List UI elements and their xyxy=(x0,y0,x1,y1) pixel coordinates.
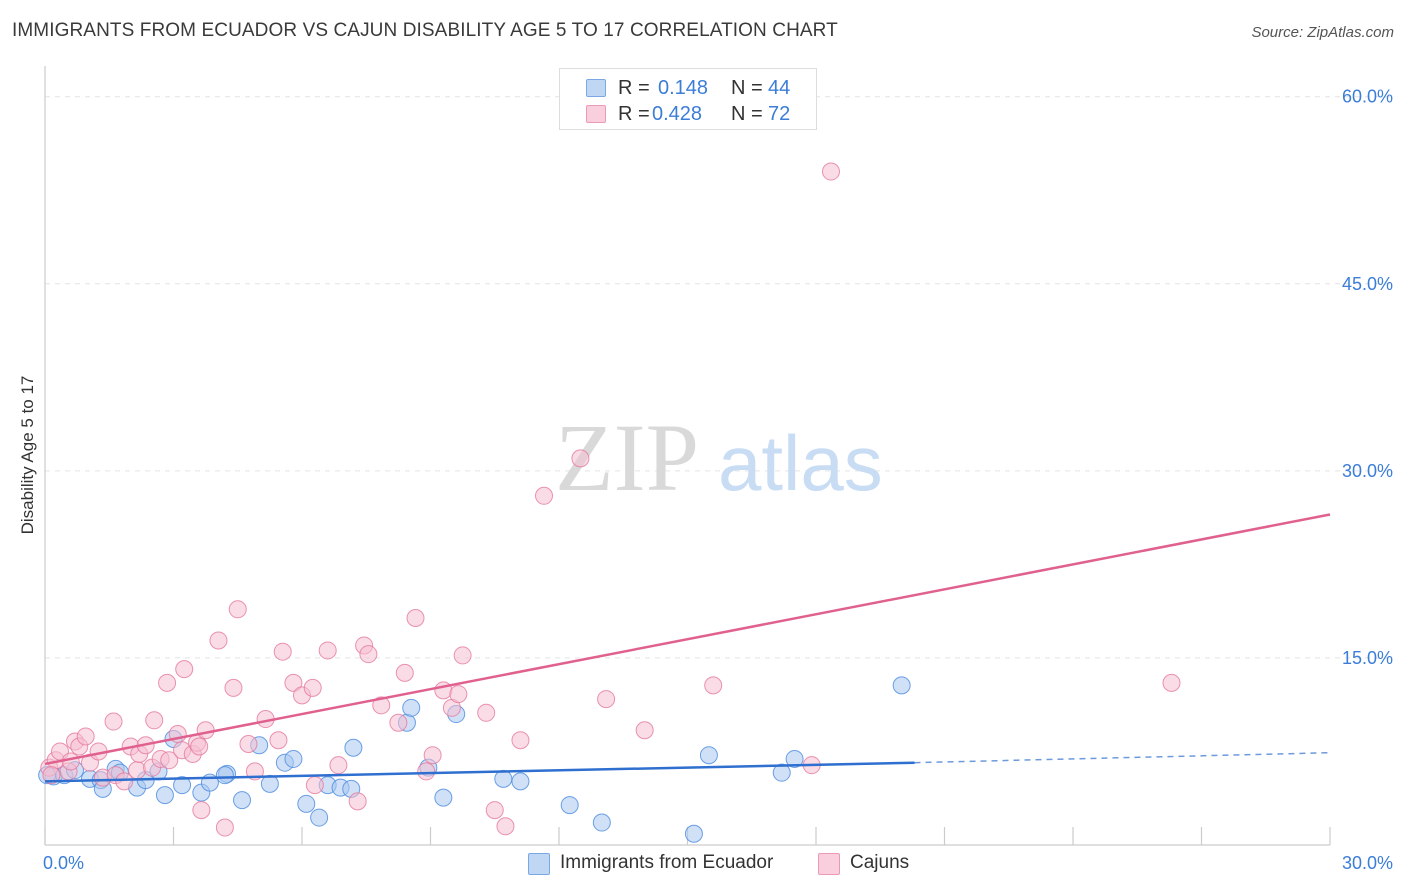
data-point-ecuador xyxy=(511,772,530,791)
tick-labels: 15.0% 30.0% 45.0% 60.0% 0.0% 30.0% xyxy=(43,87,1393,873)
data-point-ecuador xyxy=(494,769,513,788)
data-point-cajuns xyxy=(571,449,590,468)
legend-r-label: R = xyxy=(618,103,650,125)
legend-r-label: R = xyxy=(618,77,650,99)
data-point-cajuns xyxy=(635,721,654,740)
data-point-ecuador xyxy=(560,796,579,815)
y-tick-label: 15.0% xyxy=(1342,648,1393,668)
data-point-ecuador xyxy=(402,698,421,717)
trend-line-ecuador-extrapolated xyxy=(914,751,1331,764)
legend-swatch-cajuns xyxy=(586,105,606,123)
data-point-cajuns xyxy=(175,660,194,679)
data-point-cajuns xyxy=(190,737,209,756)
data-point-cajuns xyxy=(192,801,211,820)
data-point-cajuns xyxy=(406,609,425,628)
data-point-cajuns xyxy=(535,486,554,505)
data-point-ecuador xyxy=(284,749,303,768)
data-point-cajuns xyxy=(359,645,378,664)
data-point-cajuns xyxy=(42,766,61,785)
legend-r-value: 0.148 xyxy=(658,77,709,99)
gridlines xyxy=(45,96,1392,659)
trend-lines xyxy=(44,513,1331,783)
y-tick-label: 45.0% xyxy=(1342,274,1393,294)
data-point-ecuador xyxy=(297,794,316,813)
points-cajuns xyxy=(40,162,1181,837)
data-point-cajuns xyxy=(115,772,134,791)
data-point-cajuns xyxy=(597,690,616,709)
data-point-cajuns xyxy=(269,731,288,750)
bottom-legend-label-ecuador: Immigrants from Ecuador xyxy=(560,852,774,873)
data-point-cajuns xyxy=(453,646,472,665)
data-point-ecuador xyxy=(260,774,279,793)
data-point-cajuns xyxy=(821,162,840,181)
data-point-cajuns xyxy=(329,756,348,775)
data-point-cajuns xyxy=(511,731,530,750)
data-point-ecuador xyxy=(215,766,234,785)
y-tick-label: 60.0% xyxy=(1342,87,1393,107)
data-point-cajuns xyxy=(303,678,322,697)
data-point-cajuns xyxy=(395,663,414,682)
data-point-cajuns xyxy=(389,713,408,732)
data-point-ecuador xyxy=(155,786,174,805)
data-point-cajuns xyxy=(284,673,303,692)
data-point-ecuador xyxy=(684,824,703,843)
bottom-legend-swatch-ecuador xyxy=(528,853,550,875)
legend-n-label: N = xyxy=(731,77,763,99)
chart-source: Source: ZipAtlas.com xyxy=(1251,24,1394,41)
data-point-cajuns xyxy=(305,776,324,795)
data-point-cajuns xyxy=(704,676,723,695)
watermark-atlas: atlas xyxy=(718,419,883,507)
legend-n-label: N = xyxy=(731,103,763,125)
correlation-legend: R = 0.148 N = 44 R = 0.428 N = 72 xyxy=(559,68,817,130)
data-point-ecuador xyxy=(434,788,453,807)
data-point-cajuns xyxy=(423,746,442,765)
data-point-ecuador xyxy=(772,763,791,782)
data-point-cajuns xyxy=(318,641,337,660)
axes xyxy=(44,66,1331,846)
data-point-cajuns xyxy=(76,727,95,746)
data-point-cajuns xyxy=(449,685,468,704)
data-point-cajuns xyxy=(485,801,504,820)
data-point-ecuador xyxy=(310,808,329,827)
bottom-legend-swatch-cajuns xyxy=(818,853,840,875)
data-point-cajuns xyxy=(128,761,147,780)
data-point-cajuns xyxy=(224,678,243,697)
x-tick-label: 30.0% xyxy=(1342,853,1393,873)
data-point-cajuns xyxy=(158,673,177,692)
data-point-ecuador xyxy=(592,813,611,832)
data-point-ecuador xyxy=(785,749,804,768)
data-point-cajuns xyxy=(1162,673,1181,692)
data-point-cajuns xyxy=(160,751,179,770)
data-point-cajuns xyxy=(372,696,391,715)
data-point-cajuns xyxy=(239,734,258,753)
chart-title: IMMIGRANTS FROM ECUADOR VS CAJUN DISABIL… xyxy=(12,20,838,41)
data-point-cajuns xyxy=(215,818,234,837)
data-point-ecuador xyxy=(699,746,718,765)
trend-line-ecuador xyxy=(44,761,915,783)
bottom-legend-label-cajuns: Cajuns xyxy=(850,852,910,873)
data-point-cajuns xyxy=(209,631,228,650)
data-point-cajuns xyxy=(228,600,247,619)
y-tick-label: 30.0% xyxy=(1342,461,1393,481)
data-point-ecuador xyxy=(892,676,911,695)
data-point-cajuns xyxy=(196,721,215,740)
data-point-cajuns xyxy=(417,762,436,781)
data-point-cajuns xyxy=(477,703,496,722)
trend-line-cajuns xyxy=(44,513,1331,766)
x-tick-label: 0.0% xyxy=(43,853,84,873)
data-point-cajuns xyxy=(496,817,515,836)
data-point-cajuns xyxy=(273,642,292,661)
data-point-cajuns xyxy=(348,792,367,811)
legend-swatch-ecuador xyxy=(586,79,606,97)
data-point-cajuns xyxy=(61,752,80,771)
data-point-cajuns xyxy=(145,711,164,730)
data-point-ecuador xyxy=(344,738,363,757)
data-point-ecuador xyxy=(173,776,192,795)
legend-n-value: 44 xyxy=(768,77,791,99)
legend-r-value: 0.428 xyxy=(652,103,703,125)
data-point-cajuns xyxy=(104,712,123,731)
legend-n-value: 72 xyxy=(768,103,791,125)
data-point-ecuador xyxy=(233,791,252,810)
